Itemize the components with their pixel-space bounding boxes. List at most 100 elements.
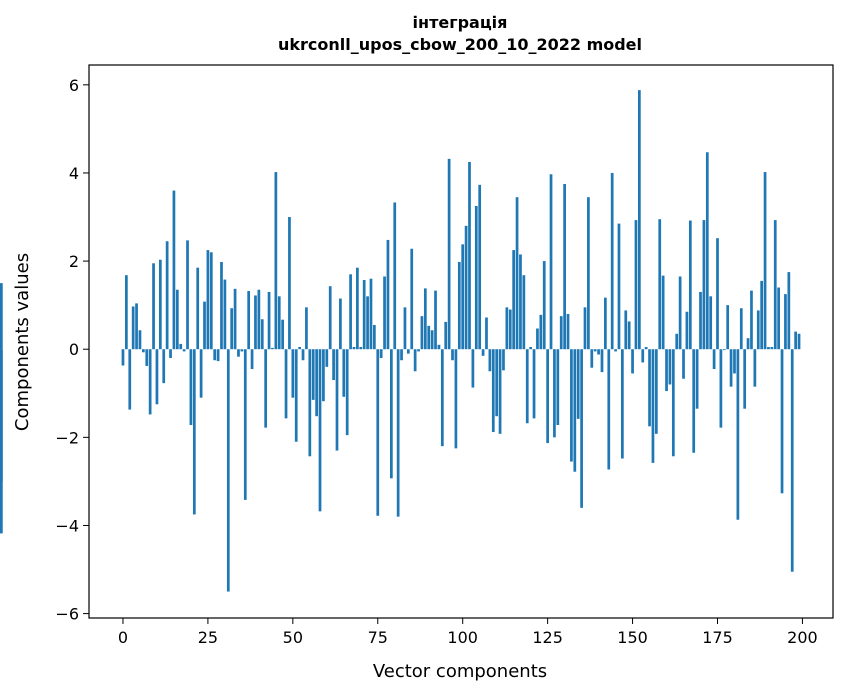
bar-9 (152, 263, 155, 350)
bar-160 (665, 349, 668, 392)
bar-114 (508, 309, 512, 350)
bar-134 (576, 349, 580, 419)
bar-67 (349, 274, 352, 350)
bar-37 (247, 291, 251, 350)
bar-107 (485, 317, 488, 350)
bar-60 (325, 349, 329, 367)
bar-118 (522, 275, 526, 350)
x-tick-label: 0 (118, 628, 128, 647)
bar-8 (148, 349, 152, 415)
bar-153 (641, 349, 645, 363)
bar-5 (138, 330, 142, 350)
bar-28 (216, 349, 220, 362)
bar-29 (220, 261, 223, 350)
bar-125 (546, 349, 549, 444)
bar-94 (440, 349, 444, 447)
bar-76 (379, 349, 383, 359)
bar-97 (451, 349, 454, 361)
bar-47 (281, 319, 284, 350)
bar-152 (638, 90, 641, 350)
bar-22 (196, 267, 200, 350)
bar-193 (777, 287, 780, 350)
bar-35 (240, 349, 244, 352)
bar-168 (692, 349, 696, 453)
bar-56 (311, 349, 315, 400)
bar-undefined (0, 349, 3, 534)
bar-187 (756, 310, 760, 350)
bar-34 (237, 349, 240, 357)
bar-64 (339, 298, 342, 350)
bar-27 (213, 349, 217, 361)
bar-196 (787, 272, 791, 350)
y-tick-label: −4 (55, 516, 79, 535)
bar-120 (529, 347, 532, 350)
bar-48 (284, 349, 288, 419)
bar-162 (671, 349, 675, 457)
bar-142 (604, 297, 607, 350)
bar-61 (328, 286, 332, 350)
bar-7 (145, 349, 149, 366)
bar-92 (434, 290, 437, 350)
bar-185 (750, 290, 753, 350)
bar-108 (488, 349, 492, 372)
bar-109 (491, 349, 495, 433)
bar-155 (648, 349, 651, 427)
bar-44 (271, 347, 274, 350)
x-tick-label: 150 (617, 628, 648, 647)
bar-51 (294, 349, 298, 442)
bar-53 (301, 349, 305, 361)
bar-180 (733, 349, 736, 374)
bar-78 (386, 239, 390, 350)
bar-99 (457, 261, 461, 350)
bar-80 (393, 202, 397, 350)
bar-102 (468, 161, 471, 350)
bar-188 (760, 280, 764, 350)
bar-191 (770, 347, 774, 350)
bar-13 (165, 241, 169, 350)
y-tick-label: −2 (55, 428, 79, 447)
bar-52 (298, 347, 301, 350)
bar-55 (308, 349, 312, 457)
bar-65 (342, 349, 346, 397)
bar-159 (661, 275, 665, 350)
bar-157 (654, 349, 658, 434)
bar-164 (678, 276, 682, 350)
bar-194 (780, 349, 784, 494)
x-axis-label: Vector components (373, 661, 547, 682)
bar-189 (763, 172, 767, 350)
bar-19 (186, 240, 189, 350)
bar-104 (474, 206, 478, 350)
bar-82 (400, 349, 403, 361)
bar-87 (417, 349, 420, 352)
bar-26 (209, 252, 213, 350)
bar-12 (162, 349, 166, 384)
bar-199 (797, 333, 801, 350)
y-axis-ticks: −6 −4 −2 0 2 4 6 (55, 76, 89, 624)
bar-166 (685, 311, 689, 350)
bar-156 (651, 349, 655, 463)
bar-62 (332, 349, 335, 381)
bar-18 (182, 349, 186, 352)
bar-179 (729, 349, 733, 387)
bar-133 (573, 349, 577, 472)
bar-130 (563, 183, 566, 350)
bar-113 (505, 307, 509, 350)
x-tick-label: 100 (447, 628, 478, 647)
bar-161 (668, 349, 672, 385)
bar-154 (644, 347, 648, 350)
bar-46 (277, 296, 281, 350)
y-axis-label: Components values (12, 253, 33, 431)
bar-117 (519, 254, 522, 350)
bar-121 (532, 349, 536, 419)
bar-170 (699, 291, 702, 350)
bar-30 (223, 279, 227, 350)
bar-71 (362, 280, 366, 350)
bar-85 (410, 248, 414, 350)
bar-132 (570, 349, 573, 462)
bar-122 (536, 328, 539, 350)
y-tick-label: −6 (55, 605, 79, 624)
bar-15 (172, 190, 176, 350)
bar-31 (226, 349, 230, 592)
